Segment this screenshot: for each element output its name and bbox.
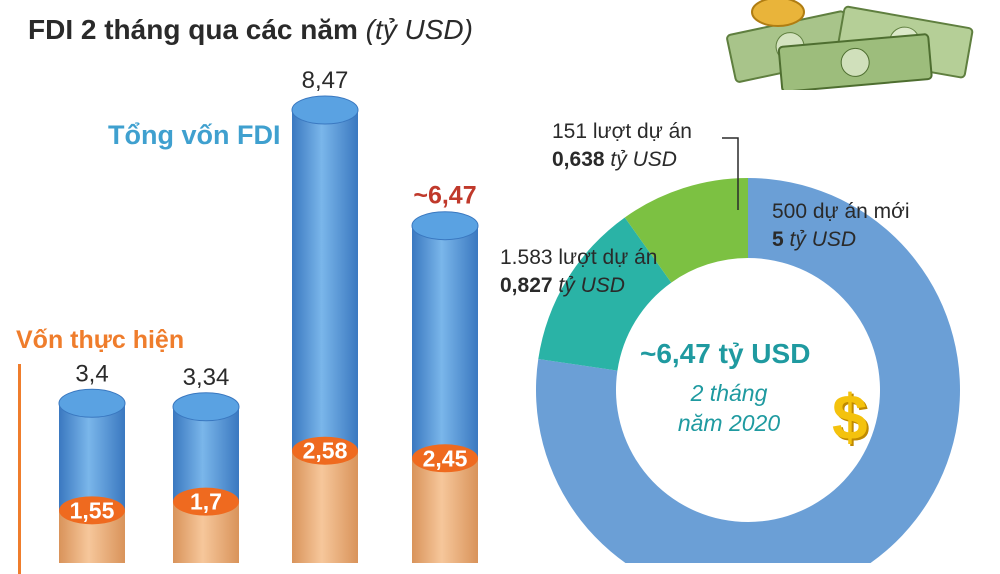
disbursed-value-label-1: 1,7: [190, 489, 222, 515]
disbursed-disc-2: [292, 436, 358, 465]
dollar-sign-icon: $: [832, 381, 868, 453]
chart-title: FDI 2 tháng qua các năm (tỷ USD): [28, 14, 473, 46]
disbursed-bar-3: [412, 458, 478, 563]
disbursed-value-label-0: 1,55: [70, 497, 115, 523]
slice-label-151: 151 lượt dự án 0,638 tỷ USD: [552, 118, 692, 174]
disbursed-value-label-2: 2,58: [303, 438, 348, 464]
disbursed-indicator-line: [18, 364, 21, 574]
total-bar-3: [412, 225, 478, 459]
slice-151-title: 151 lượt dự án: [552, 120, 692, 143]
disbursed-disc-0: [59, 496, 125, 525]
legend-disbursed: Vốn thực hiện: [16, 326, 185, 354]
donut-center-total: ~6,47 tỷ USD: [640, 338, 811, 369]
slice-151-unit: tỷ USD: [610, 148, 677, 171]
disbursed-bar-2: [292, 450, 358, 563]
donut-sub-line-1: 2 tháng: [690, 380, 768, 406]
disbursed-disc-1: [173, 487, 239, 516]
total-value-label-3: ~6,47: [413, 182, 476, 210]
disbursed-value-label-3: 2,45: [423, 445, 468, 471]
total-bar-0: [59, 403, 125, 511]
money-stack-icon: [726, 0, 974, 90]
slice-500-amount: 5: [772, 228, 784, 251]
total-value-label-2: 8,47: [302, 67, 349, 94]
legend-total-fdi: Tổng vốn FDI: [108, 120, 281, 150]
donut-slice-0: [536, 178, 960, 563]
total-value-label-1: 3,34: [183, 364, 230, 391]
slice-151-leader-line: [722, 137, 739, 210]
total-bar-cap-2: [291, 95, 359, 125]
slice-label-1583: 1.583 lượt dự án 0,827 tỷ USD: [500, 244, 657, 300]
slice-1583-unit: tỷ USD: [558, 274, 625, 297]
disbursed-disc-3: [412, 444, 478, 473]
donut-slice-1: [538, 217, 672, 371]
slice-500-unit: tỷ USD: [789, 228, 857, 251]
slice-1583-title: 1.583 lượt dự án: [500, 246, 658, 269]
total-bar-cap-1: [172, 392, 240, 422]
total-bar-cap-0: [58, 388, 126, 418]
donut-slice-2: [624, 178, 748, 283]
total-bar-2: [292, 110, 358, 451]
total-value-label-0: 3,4: [75, 360, 108, 387]
title-unit: (tỷ USD): [365, 14, 473, 45]
slice-500-title: 500 dự án mới: [772, 200, 910, 223]
donut-sub-line-2: năm 2020: [677, 410, 781, 436]
slice-label-500: 500 dự án mới 5 tỷ USD: [772, 198, 910, 254]
slice-151-amount: 0,638: [552, 148, 605, 171]
donut-center-subtitle: 2 tháng năm 2020: [654, 378, 804, 438]
total-bar-cap-3: [411, 211, 479, 241]
slice-1583-amount: 0,827: [500, 274, 553, 297]
total-bar-1: [173, 406, 239, 502]
title-text: FDI 2 tháng qua các năm: [28, 14, 358, 45]
